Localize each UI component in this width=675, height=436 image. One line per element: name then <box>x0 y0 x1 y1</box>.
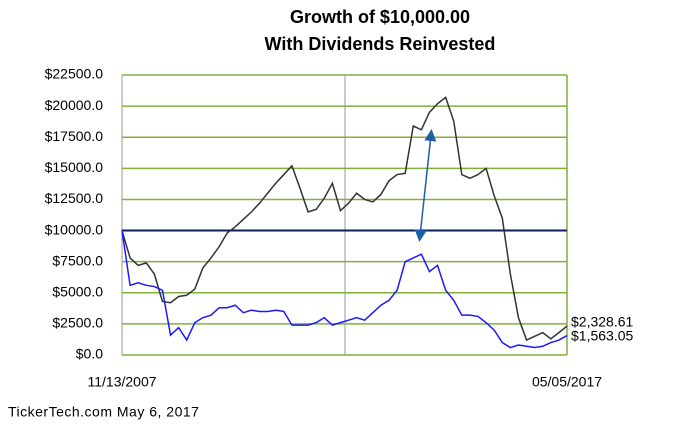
series-line <box>121 96 568 342</box>
y-tick-label: $22500.0 <box>45 66 104 82</box>
comparison-arrow <box>414 129 437 242</box>
y-tick-label: $20000.0 <box>45 97 104 113</box>
y-tick-label: $2500.0 <box>52 315 103 331</box>
x-tick-label: 11/13/2007 <box>87 374 156 390</box>
end-label: $2,328.61 <box>571 314 633 330</box>
y-tick-label: $0.0 <box>76 346 103 362</box>
footer: TickerTech.com May 6, 2017 <box>8 404 199 420</box>
series-line <box>121 230 568 349</box>
y-tick-label: $7500.0 <box>52 252 103 268</box>
plot-layer: $0.0 $2500.0 $5000.0 $7500.0 $10000.0 $12500.… <box>45 66 634 390</box>
y-tick-label: $12500.0 <box>45 190 104 206</box>
end-label: $1,563.05 <box>571 327 633 343</box>
chart-title: Growth of $10,000.00 <box>290 7 470 27</box>
chart-subtitle: With Dividends Reinvested <box>265 34 496 54</box>
y-tick-label: $15000.0 <box>45 159 104 175</box>
y-tick-label: $17500.0 <box>45 128 104 144</box>
y-tick-label: $10000.0 <box>45 221 104 237</box>
x-tick-label: 05/05/2017 <box>532 374 602 390</box>
y-tick-label: $5000.0 <box>52 283 103 299</box>
